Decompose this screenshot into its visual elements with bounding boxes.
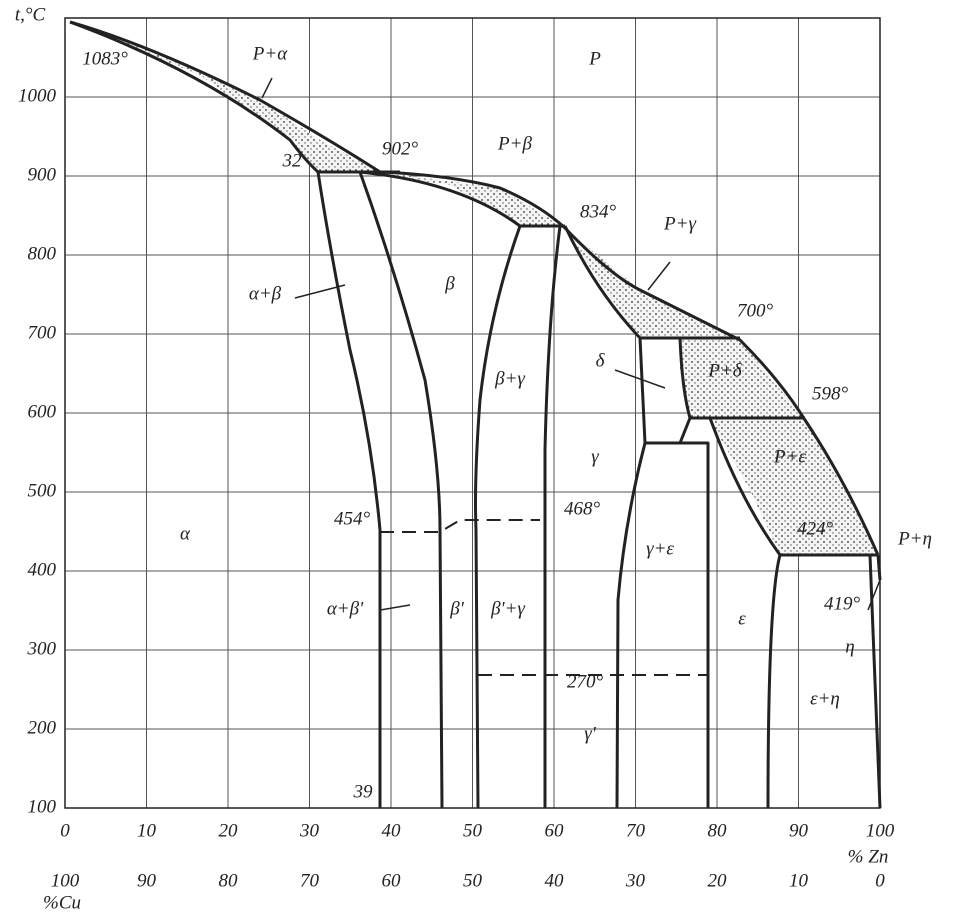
region-label: α	[180, 523, 191, 544]
y-tick-label: 500	[28, 480, 57, 501]
region-label: γ'	[584, 723, 596, 744]
cu-tick-label: 40	[545, 870, 565, 891]
y-tick-label: 300	[27, 638, 57, 659]
x-tick-label: 80	[708, 820, 728, 841]
y-tick-label: 800	[28, 243, 57, 264]
region-label: β'	[449, 598, 464, 619]
x-tick-label: 20	[219, 820, 239, 841]
temperature-label: 902°	[382, 138, 419, 159]
region-label: α+β'	[327, 598, 364, 619]
region-label: δ	[596, 350, 606, 371]
cu-tick-label: 80	[219, 870, 239, 891]
cu-tick-label: 0	[875, 870, 885, 891]
x-tick-label: 100	[866, 820, 895, 841]
y-tick-label: 200	[28, 717, 57, 738]
cu-tick-label: 30	[625, 870, 646, 891]
region-label: P	[588, 48, 601, 69]
region-label: ε+η	[810, 688, 840, 709]
y-tick-label: 600	[28, 401, 57, 422]
cu-tick-label: 90	[137, 870, 157, 891]
x-tick-label: 70	[626, 820, 646, 841]
stippled-regions	[70, 22, 878, 555]
x-axis-label: % Zn	[848, 846, 889, 867]
region-label: β+γ	[494, 368, 525, 389]
region-label: P+η	[897, 528, 932, 549]
region-label: P+α	[252, 43, 288, 64]
temperature-label: 700°	[737, 300, 774, 321]
y-tick-label: 700	[28, 322, 57, 343]
temperature-label: 419°	[824, 593, 861, 614]
region-label: α+β	[249, 283, 282, 304]
temperature-label: 454°	[334, 508, 371, 529]
region-label: P+δ	[707, 360, 742, 381]
temperature-label: 598°	[812, 383, 849, 404]
temperature-label: 424°	[797, 518, 834, 539]
y-axis-label: t,°C	[15, 4, 46, 25]
region-label: η	[845, 636, 854, 657]
temperature-label: 834°	[580, 201, 617, 222]
y-tick-label: 900	[28, 164, 57, 185]
region-label: P+γ	[663, 213, 696, 234]
phase-boundaries	[64, 17, 882, 809]
cu-tick-label: 20	[708, 870, 728, 891]
x-tick-label: 0	[60, 820, 70, 841]
x-tick-label: 10	[137, 820, 157, 841]
temperature-label: 468°	[564, 498, 601, 519]
region-label: ε	[738, 608, 746, 629]
y-tick-label: 400	[28, 559, 57, 580]
x-tick-label: 50	[463, 820, 483, 841]
temperature-label: 270°	[567, 671, 604, 692]
cu-tick-label: 60	[382, 870, 402, 891]
x-tick-label: 90	[789, 820, 809, 841]
cu-tick-label: 10	[789, 870, 809, 891]
temperature-label: 39	[353, 781, 374, 802]
x-tick-label: 40	[382, 820, 402, 841]
region-label: γ	[591, 446, 599, 467]
cu-axis-label: %Cu	[43, 892, 81, 913]
cu-tick-label: 100	[51, 870, 80, 891]
cu-tick-label: 70	[300, 870, 320, 891]
region-label: γ+ε	[646, 538, 674, 559]
x-tick-label: 60	[545, 820, 565, 841]
y-tick-label: 1000	[18, 85, 57, 106]
region-label: β'+γ	[490, 598, 525, 619]
temperature-label: 32	[282, 150, 303, 171]
y-tick-label: 100	[28, 796, 57, 817]
region-label: β	[444, 273, 455, 294]
temperature-label: 1083°	[82, 48, 128, 69]
x-tick-label: 30	[299, 820, 320, 841]
cu-tick-label: 50	[463, 870, 483, 891]
region-label: P+β	[497, 133, 532, 154]
region-label: P+ε	[773, 446, 806, 467]
